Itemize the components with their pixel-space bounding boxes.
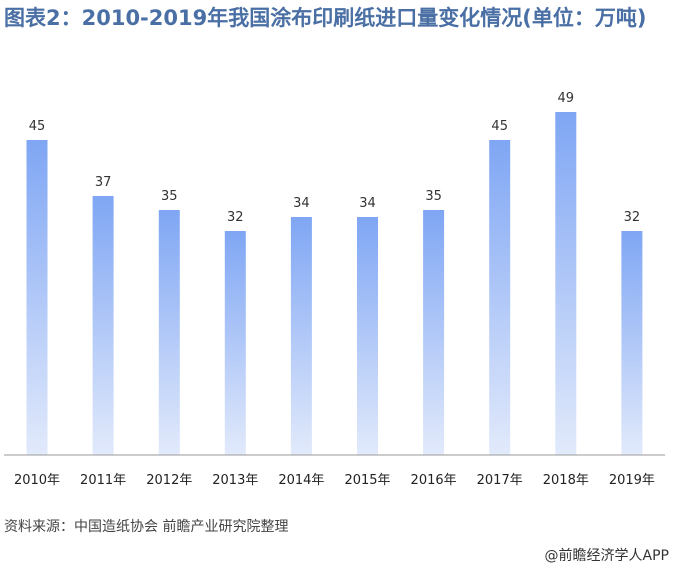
data-label-2017年: 45 [491,119,508,134]
x-tick-2018年: 2018年 [543,473,589,488]
data-label-2016年: 35 [425,189,442,204]
bars-group [26,112,643,455]
data-label-2019年: 32 [624,210,641,225]
data-label-2018年: 49 [558,91,575,106]
bar-2017年 [489,140,511,455]
data-label-2011年: 37 [95,175,112,190]
source-note: 资料来源：中国造纸协会 前瞻产业研究院整理 [4,519,289,535]
x-tick-2013年: 2013年 [212,473,258,488]
bar-2013年 [224,231,246,455]
bar-2015年 [357,217,378,455]
x-tick-2011年: 2011年 [80,473,126,488]
chart-title: 图表2：2010-2019年我国涂布印刷纸进口量变化情况(单位：万吨) [4,6,647,30]
x-tick-2019年: 2019年 [609,473,655,488]
x-tick-2012年: 2012年 [146,473,192,488]
bar-2019年 [621,231,643,455]
bar-2012年 [158,210,180,455]
bar-2016年 [423,210,445,455]
data-label-2014年: 34 [293,196,310,211]
x-tick-2017年: 2017年 [477,473,523,488]
value-labels-group: 45 37 35 32 34 34 35 45 49 32 [29,91,640,225]
x-tick-labels-group: 2010年 2011年 2012年 2013年 2014年 2015年 2016年 2017年… [14,473,655,488]
data-label-2012年: 35 [161,189,178,204]
data-label-2013年: 32 [227,210,244,225]
x-tick-2016年: 2016年 [411,473,457,488]
bar-2014年 [290,217,312,455]
x-tick-2014年: 2014年 [278,473,324,488]
bar-2018年 [555,112,577,455]
brand-label: @前瞻经济学人APP [544,548,669,564]
bar-2011年 [92,196,114,455]
x-tick-2010年: 2010年 [14,473,60,488]
data-label-2010年: 45 [29,119,46,134]
x-tick-2015年: 2015年 [344,473,390,488]
bar-2010年 [26,140,48,455]
data-label-2015年: 34 [359,196,376,211]
